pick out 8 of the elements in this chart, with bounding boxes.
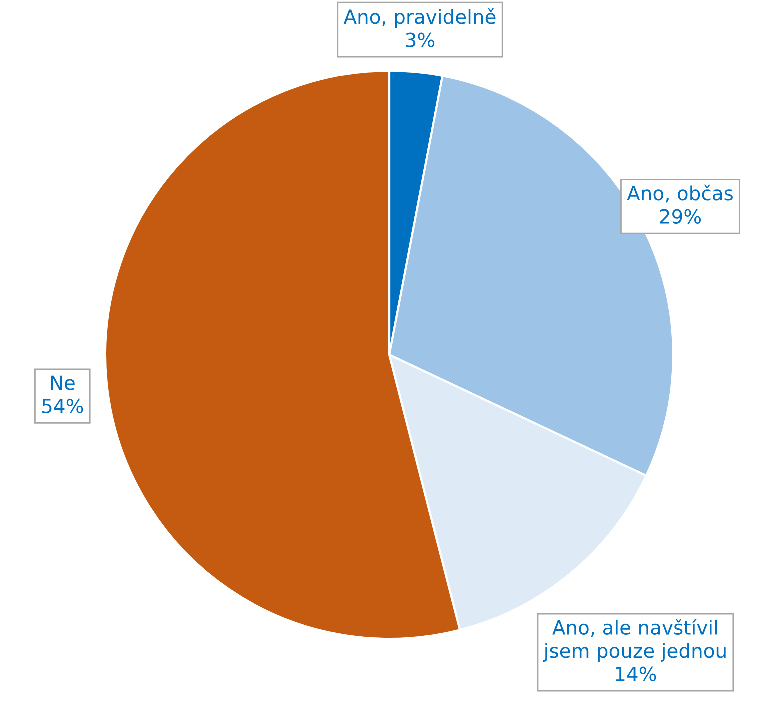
slice-label: Ano, ale navštívil jsem pouze jednou xyxy=(543,619,726,662)
data-label: 29% xyxy=(660,209,702,224)
slice-label: Ano, občas xyxy=(627,184,733,203)
slice-label: Ano, pravidelně xyxy=(344,8,496,28)
data-label: 54% xyxy=(42,398,84,414)
data-label: 3% xyxy=(406,32,435,48)
data-label: 14% xyxy=(616,666,656,682)
slice-label: Ne xyxy=(51,376,75,390)
